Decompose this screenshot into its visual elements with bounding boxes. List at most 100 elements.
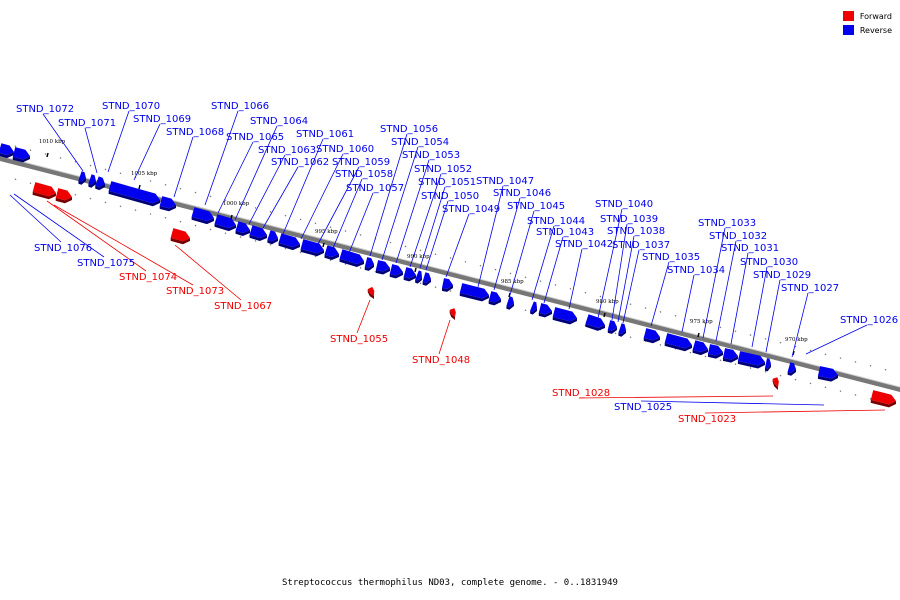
gene-label[interactable]: STND_1062 <box>271 157 329 168</box>
gene-label[interactable]: STND_1073 <box>166 286 224 297</box>
gene-label[interactable]: STND_1032 <box>709 231 767 242</box>
gene-label[interactable]: STND_1034 <box>667 265 725 276</box>
gene-forward-arrow[interactable] <box>772 377 779 390</box>
gene-reverse-arrow[interactable] <box>643 328 660 344</box>
gene-label[interactable]: STND_1039 <box>600 214 658 225</box>
gene-label[interactable]: STND_1040 <box>595 199 653 210</box>
gene-label[interactable]: STND_1072 <box>16 104 74 115</box>
gene-label[interactable]: STND_1031 <box>721 243 779 254</box>
gene-label[interactable]: STND_1057 <box>346 183 404 194</box>
gene-label[interactable]: STND_1028 <box>552 388 610 399</box>
gene-label[interactable]: STND_1025 <box>614 402 672 413</box>
gene-reverse-arrow[interactable] <box>278 233 300 251</box>
gene-label[interactable]: STND_1053 <box>402 150 460 161</box>
gene-label[interactable]: STND_1067 <box>214 301 272 312</box>
gene-reverse-arrow[interactable] <box>267 230 278 245</box>
gene-reverse-arrow[interactable] <box>191 207 214 225</box>
gene-label[interactable]: STND_1046 <box>493 188 551 199</box>
gene-label[interactable]: STND_1054 <box>391 137 449 148</box>
gene-reverse-arrow[interactable] <box>442 278 453 292</box>
gene-label[interactable]: STND_1058 <box>335 169 393 180</box>
gene-reverse-arrow[interactable] <box>324 245 339 261</box>
gene-reverse-arrow[interactable] <box>95 176 105 191</box>
gene-label[interactable]: STND_1044 <box>527 216 585 227</box>
gene-forward-arrow[interactable] <box>367 286 375 299</box>
gene-label[interactable]: STND_1029 <box>753 270 811 281</box>
gene-reverse-arrow[interactable] <box>12 147 30 163</box>
gene-reverse-arrow[interactable] <box>422 272 431 286</box>
gene-label[interactable]: STND_1035 <box>642 252 700 263</box>
gene-reverse-arrow[interactable] <box>618 323 626 337</box>
gene-label[interactable]: STND_1074 <box>119 272 177 283</box>
gene-reverse-arrow[interactable] <box>375 260 390 275</box>
gene-label[interactable]: STND_1026 <box>840 315 898 326</box>
gene-reverse-arrow[interactable] <box>585 314 605 331</box>
gene-reverse-arrow[interactable] <box>300 239 324 257</box>
gene-label[interactable]: STND_1059 <box>332 157 390 168</box>
gene-reverse-arrow[interactable] <box>488 291 501 306</box>
gene-label[interactable]: STND_1023 <box>678 414 736 425</box>
gene-reverse-arrow[interactable] <box>249 225 267 241</box>
gene-label[interactable]: STND_1063 <box>258 145 316 156</box>
gene-label[interactable]: STND_1056 <box>380 124 438 135</box>
gene-label[interactable]: STND_1061 <box>296 129 354 140</box>
gene-label[interactable]: STND_1065 <box>226 132 284 143</box>
gene-reverse-arrow[interactable] <box>78 171 86 185</box>
gene-label[interactable]: STND_1050 <box>421 191 479 202</box>
gene-reverse-arrow[interactable] <box>787 362 796 376</box>
gene-label[interactable]: STND_1030 <box>740 257 798 268</box>
gene-label[interactable]: STND_1055 <box>330 334 388 345</box>
gene-label[interactable]: STND_1033 <box>698 218 756 229</box>
gene-label[interactable]: STND_1048 <box>412 355 470 366</box>
gene-forward-arrow[interactable] <box>870 390 896 408</box>
gene-label[interactable]: STND_1042 <box>555 239 613 250</box>
gene-reverse-arrow[interactable] <box>403 267 416 282</box>
gene-reverse-arrow[interactable] <box>415 270 422 284</box>
gene-reverse-arrow[interactable] <box>108 181 160 207</box>
gene-label[interactable]: STND_1064 <box>250 116 308 127</box>
gene-reverse-arrow[interactable] <box>339 249 364 268</box>
gene-reverse-arrow[interactable] <box>214 214 236 232</box>
tick-label: 985 kbp <box>501 279 524 285</box>
gene-reverse-arrow[interactable] <box>459 283 489 302</box>
gene-forward-arrow[interactable] <box>55 188 72 204</box>
gene-label[interactable]: STND_1071 <box>58 118 116 129</box>
gene-label[interactable]: STND_1070 <box>102 101 160 112</box>
gene-label[interactable]: STND_1060 <box>316 144 374 155</box>
gene-label[interactable]: STND_1068 <box>166 127 224 138</box>
gene-forward-arrow[interactable] <box>449 308 456 320</box>
gene-reverse-arrow[interactable] <box>692 340 708 356</box>
gene-reverse-arrow[interactable] <box>389 264 403 279</box>
gene-reverse-arrow[interactable] <box>538 303 552 318</box>
gene-label[interactable]: STND_1069 <box>133 114 191 125</box>
gene-reverse-arrow[interactable] <box>737 351 765 369</box>
gene-label[interactable]: STND_1047 <box>476 176 534 187</box>
gene-label[interactable]: STND_1066 <box>211 101 269 112</box>
gene-reverse-arrow[interactable] <box>159 196 176 212</box>
gene-reverse-arrow[interactable] <box>0 143 14 159</box>
gene-forward-arrow[interactable] <box>32 182 56 200</box>
gene-reverse-arrow[interactable] <box>530 301 537 315</box>
gene-label[interactable]: STND_1052 <box>414 164 472 175</box>
gene-label[interactable]: STND_1051 <box>418 177 476 188</box>
gene-label[interactable]: STND_1075 <box>77 258 135 269</box>
gene-reverse-arrow[interactable] <box>817 366 838 382</box>
gene-forward-arrow[interactable] <box>170 228 190 245</box>
gene-label[interactable]: STND_1049 <box>442 204 500 215</box>
gene-label[interactable]: STND_1027 <box>781 283 839 294</box>
gene-label[interactable]: STND_1043 <box>536 227 594 238</box>
gene-reverse-arrow[interactable] <box>664 333 692 352</box>
gene-reverse-arrow[interactable] <box>765 358 771 372</box>
gene-label[interactable]: STND_1037 <box>612 240 670 251</box>
gene-reverse-arrow[interactable] <box>707 344 723 359</box>
gene-reverse-arrow[interactable] <box>88 174 96 188</box>
gene-label[interactable]: STND_1045 <box>507 201 565 212</box>
gene-reverse-arrow[interactable] <box>607 320 617 334</box>
gene-label[interactable]: STND_1038 <box>607 226 665 237</box>
gene-reverse-arrow[interactable] <box>722 348 738 363</box>
gene-reverse-arrow[interactable] <box>506 296 514 310</box>
gene-label[interactable]: STND_1076 <box>34 243 92 254</box>
gene-reverse-arrow[interactable] <box>364 257 374 271</box>
gene-reverse-arrow[interactable] <box>235 221 250 237</box>
gene-reverse-arrow[interactable] <box>552 307 577 325</box>
